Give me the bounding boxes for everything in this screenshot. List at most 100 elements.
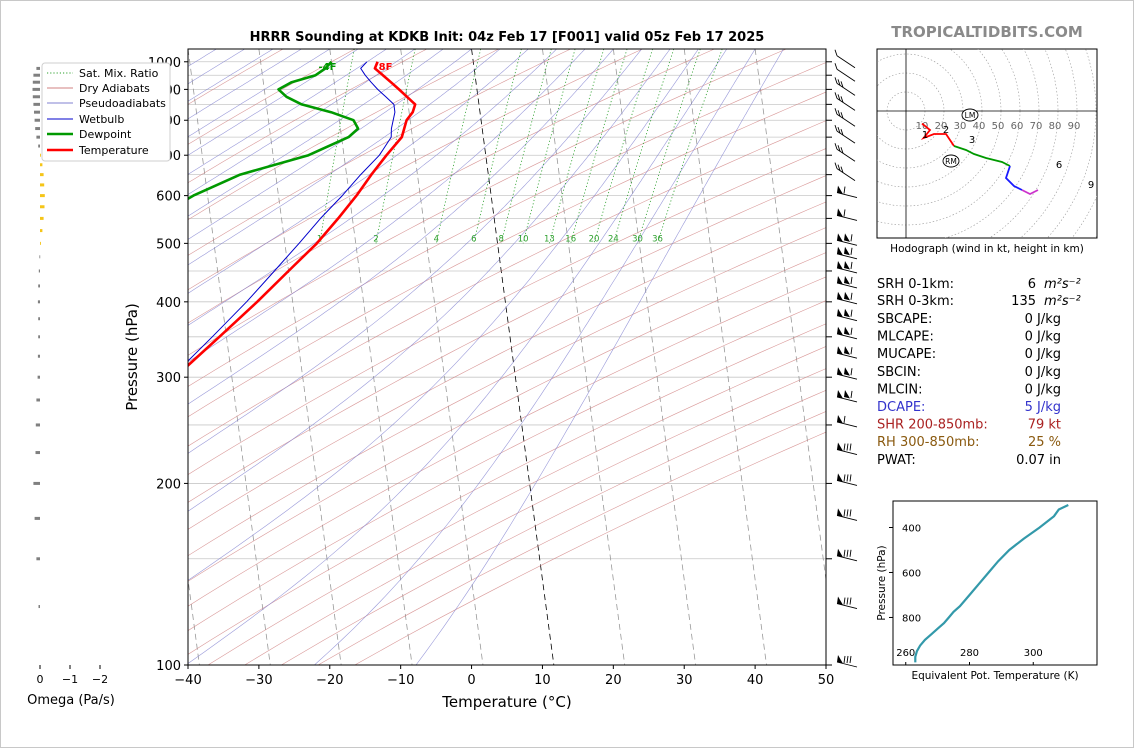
wind-barbs — [834, 49, 858, 668]
pseudoadiabat — [314, 49, 756, 665]
wind-barb — [836, 442, 858, 455]
dry-adiabat — [188, 62, 826, 387]
hodograph-caption: Hodograph (wind in kt, height in km) — [890, 243, 1084, 255]
hodograph-frame — [876, 48, 1098, 239]
profile-line-temperature — [188, 61, 417, 368]
storm-motion-lm-label: LM — [965, 111, 976, 120]
omega-bar — [40, 216, 44, 220]
mixing-ratio-label: 6 — [471, 234, 476, 244]
omega-bar — [39, 255, 41, 259]
pseudoadiabat — [188, 49, 302, 120]
legend: Sat. Mix. Ratio Dry Adiabats Pseudoadiab… — [41, 62, 171, 162]
stat-value: 0 J/kg — [1025, 312, 1061, 327]
barb-tick — [849, 549, 852, 557]
stat-srh3-label: SRH 0-3km: — [877, 294, 954, 309]
barb-flag — [837, 389, 843, 399]
hodograph-height-label: 9 — [1088, 180, 1094, 191]
wind-barb — [836, 233, 858, 246]
dry-adiabat — [188, 120, 826, 447]
sounding-stats: SRH 0-1km: 6 m²s⁻² SRH 0-3km: 135 m²s⁻² SBCAPE… — [877, 277, 1081, 468]
barb-flag — [837, 508, 843, 517]
barb-flag — [837, 442, 843, 452]
dry-adiabat — [188, 49, 715, 324]
mixing-ratio-label: 13 — [544, 234, 555, 244]
x-tick-label: 30 — [676, 673, 693, 688]
omega-bar — [38, 269, 40, 273]
barb-tick — [846, 597, 849, 605]
dry-adiabat — [188, 49, 428, 184]
wind-barb — [836, 260, 858, 274]
wind-barb — [834, 125, 856, 144]
dry-adiabat — [188, 175, 826, 503]
chart-title: HRRR Sounding at KDKB Init: 04z Feb 17 [… — [250, 30, 765, 45]
wind-barb — [836, 414, 858, 428]
dry-adiabat — [244, 368, 826, 665]
omega-bar — [38, 605, 40, 609]
omega-bar — [40, 229, 43, 233]
barb-flag — [837, 246, 843, 256]
dry-adiabat — [188, 227, 826, 557]
mixing-ratio-label: 20 — [589, 234, 600, 244]
omega-bar — [36, 557, 40, 561]
wind-barb — [834, 143, 856, 162]
x-tick-label: −30 — [245, 673, 272, 688]
mixing-ratio-label: 4 — [434, 234, 439, 244]
hodograph-ring-label: 60 — [1011, 121, 1024, 132]
legend-label-pseudo: Pseudoadiabats — [79, 97, 166, 110]
barb-tick — [843, 509, 846, 517]
wind-barb — [836, 367, 858, 380]
hodograph-trace — [1021, 189, 1039, 196]
theta-e-x-tick-label: 280 — [960, 648, 979, 659]
pseudoadiabat — [188, 49, 387, 175]
pseudoadiabat — [188, 49, 699, 581]
pseudoadiabat — [188, 49, 359, 156]
barb-tick — [837, 164, 841, 171]
barb-flag — [844, 326, 850, 336]
stat-value: 0 J/kg — [1025, 347, 1061, 362]
stat-value: 0 J/kg — [1025, 365, 1061, 380]
hodograph-ring-label: 70 — [1030, 121, 1043, 132]
barb-tick — [843, 549, 846, 557]
profile-line-wetbulb — [188, 61, 396, 362]
theta-e-x-tick-label: 260 — [896, 648, 915, 659]
barb-tick — [834, 49, 838, 56]
omega-bar — [33, 481, 40, 485]
wind-barb — [836, 208, 858, 221]
barb-staff — [836, 449, 858, 455]
barb-flag — [837, 346, 843, 355]
barb-tick — [850, 347, 853, 355]
site-watermark: TROPICALTIDBITS.COM — [891, 23, 1083, 41]
barb-flag — [837, 548, 843, 558]
barb-tick — [840, 147, 844, 154]
wind-barb — [836, 596, 858, 609]
x-tick-label: 40 — [747, 673, 764, 688]
barb-tick — [834, 125, 838, 132]
pseudoadiabat — [188, 49, 557, 326]
omega-bar — [38, 144, 40, 148]
stat-srh1-unit: m²s⁻² — [1044, 277, 1081, 292]
isotherm-line — [612, 49, 697, 665]
wind-barb — [836, 655, 858, 668]
barb-tick — [837, 110, 841, 117]
dry-adiabat — [188, 300, 826, 631]
pseudoadiabat — [188, 49, 415, 195]
omega-bar — [40, 194, 45, 198]
barb-flag — [837, 473, 843, 482]
barb-tick — [843, 474, 846, 482]
mixing-ratio-label: 8 — [499, 234, 504, 244]
barb-tick — [837, 145, 841, 152]
omega-xlabel: Omega (Pa/s) — [27, 693, 115, 708]
x-tick-label: 10 — [534, 673, 551, 688]
pseudoadiabat — [188, 49, 472, 240]
barb-tick — [846, 509, 849, 517]
mixing-ratio-line — [613, 49, 675, 244]
wind-barb — [836, 326, 858, 340]
barb-flag — [844, 275, 850, 285]
barb-staff — [836, 479, 858, 486]
barb-flag — [837, 185, 843, 195]
theta-e-panel: 260 280 300 400 600 800 — [889, 504, 1069, 665]
wind-barb — [834, 162, 856, 182]
barb-tick — [850, 390, 853, 399]
